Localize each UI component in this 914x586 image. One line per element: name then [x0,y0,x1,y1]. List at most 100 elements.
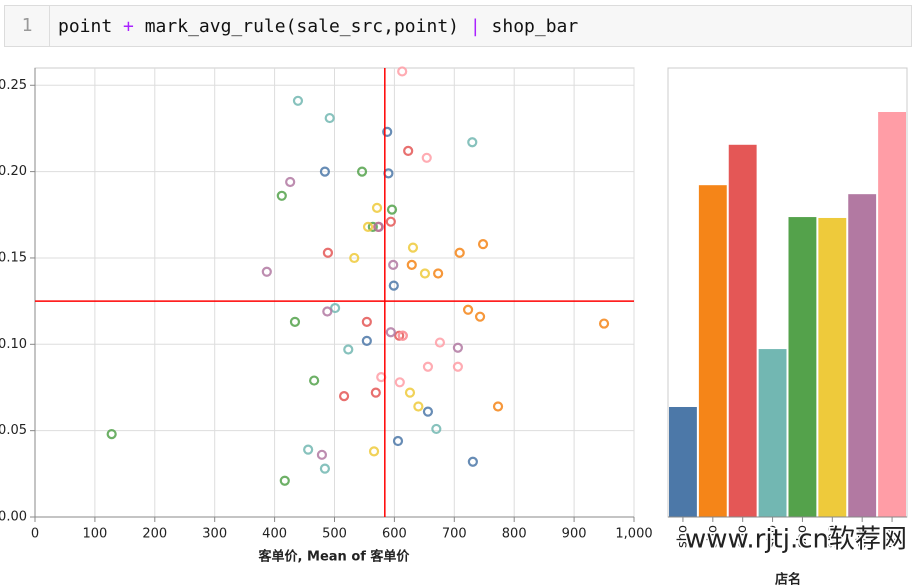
watermark: www.rjtj.cn软荐网 [685,525,907,555]
x-tick-label: 600 [382,527,407,542]
point [292,95,304,106]
point [467,456,478,467]
code-token: shop_bar [491,15,579,37]
point [309,375,320,386]
point [388,280,399,291]
point [356,166,368,177]
x-tick-label: 900 [562,527,587,542]
point [452,342,463,353]
point [394,377,405,388]
point [454,247,465,258]
point [261,266,272,277]
bar [848,194,877,517]
x-tick-label: sho [855,525,870,548]
point [285,176,296,188]
point [376,372,387,383]
point [316,449,328,460]
y-tick-label: 0.25 [0,78,27,93]
y-tick-label: 0.05 [0,423,27,438]
point [407,242,419,253]
x-tick-label: 800 [502,527,527,542]
point [492,401,504,412]
x-tick-label: 0 [31,527,39,542]
point [467,137,478,148]
x-tick-label: 700 [442,527,467,542]
x-tick-label: sho [765,525,780,548]
point [422,406,434,417]
point [434,337,446,348]
code-token: + [123,15,134,37]
point [368,446,380,457]
y-tick-label: 0.00 [0,510,27,525]
point [422,361,434,372]
point [474,311,486,322]
point [322,306,333,317]
point [452,361,463,372]
x-tick-label: sho [885,525,900,548]
y-tick-label: 0.10 [0,337,27,352]
x-tick-label: sho [705,525,720,548]
x-tick-label: 200 [142,527,167,542]
point [371,202,383,213]
point [362,221,374,232]
point [373,221,384,232]
point [322,247,334,258]
point [386,204,398,215]
point [419,268,431,279]
point [404,387,416,398]
point [462,304,474,315]
x-tick-label: 500 [322,527,347,542]
bar [669,406,697,517]
point [397,330,408,341]
point [431,423,442,435]
point [367,221,378,232]
point [338,391,350,402]
point [329,302,341,314]
point [324,112,335,124]
point [433,268,444,279]
point [397,66,408,77]
bar [878,112,906,517]
x-axis-title: 店名 [775,572,801,586]
x-axis-title: 客单价, Mean of 客单价 [259,549,411,565]
point [385,327,396,338]
code-line: point + mark_avg_rule(sale_src,point) | … [50,16,578,37]
point [598,318,610,329]
point [319,463,331,474]
point [382,126,393,137]
x-tick-label: 100 [82,527,107,542]
point [477,239,489,250]
point [106,429,117,440]
code-token: mark_avg_rule(sale_src,point) [144,15,459,37]
x-tick-label: 400 [262,527,287,542]
point [388,259,399,270]
x-tick-label: sho [795,525,810,548]
point [403,145,414,156]
code-token: | [469,15,481,37]
point [406,259,417,270]
bar [818,217,847,517]
point [303,444,314,455]
bar [758,349,787,517]
x-tick-label: sho [735,525,750,548]
point [276,190,287,201]
point [319,166,331,177]
x-tick-label: sho [825,525,840,548]
point [394,330,405,341]
code-cell: 1 point + mark_avg_rule(sale_src,point) |… [4,5,912,47]
line-number: 1 [5,6,50,46]
point [383,168,394,179]
point [279,475,290,486]
x-tick-label: 1,000 [615,527,652,542]
point [343,344,354,355]
bar [698,185,727,517]
point [392,435,404,447]
code-token: point [58,15,113,37]
bar [728,144,757,518]
point [370,387,381,398]
x-tick-label: 300 [202,527,227,542]
y-tick-label: 0.15 [0,250,27,265]
point [421,152,432,163]
